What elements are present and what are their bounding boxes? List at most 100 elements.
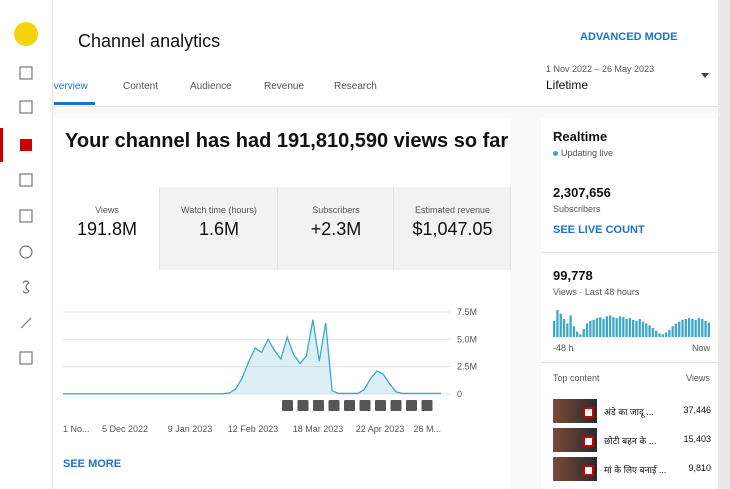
realtime-bar	[635, 320, 638, 337]
comments-icon[interactable]	[19, 173, 33, 187]
metric-tile[interactable]	[278, 187, 394, 270]
realtime-bar	[664, 332, 668, 337]
tab[interactable]: Revenue	[264, 81, 305, 92]
area	[63, 319, 441, 394]
views-col: Views	[686, 373, 710, 383]
earn-icon[interactable]	[22, 280, 30, 294]
metric-label: Subscribers	[312, 205, 360, 215]
realtime-bar	[701, 319, 704, 337]
top-content-label: Top content	[553, 373, 600, 383]
item-title[interactable]: मां के लिए बनाई ...	[604, 465, 667, 475]
metric-value: +2.3M	[310, 219, 362, 239]
realtime-bar	[655, 330, 658, 337]
item-views: 9,810	[688, 463, 711, 473]
sidebar	[0, 0, 53, 489]
date-range[interactable]: 1 Nov 2022 – 26 May 2023	[546, 64, 655, 74]
dropdown-arrow[interactable]	[701, 73, 709, 78]
realtime-bar	[625, 319, 628, 337]
realtime-bar	[612, 317, 615, 337]
copyright-icon[interactable]	[19, 245, 33, 259]
live-count-link[interactable]: SEE LIVE COUNT	[553, 224, 645, 236]
thumbnail-badge	[583, 407, 594, 418]
realtime-bar	[671, 326, 674, 337]
see-more[interactable]: SEE MORE	[63, 458, 122, 470]
item-views: 15,403	[683, 434, 711, 444]
item-views: 37,446	[683, 405, 711, 415]
line	[63, 319, 441, 395]
realtime-bar	[638, 319, 641, 337]
date-label[interactable]: Lifetime	[546, 78, 589, 92]
y-tick-label: 0	[457, 389, 462, 399]
realtime-bar	[684, 319, 687, 337]
tab-underline	[54, 102, 95, 105]
customize-icon[interactable]	[20, 317, 32, 329]
realtime-bar	[602, 319, 605, 337]
scrollbar	[718, 0, 730, 489]
item-title[interactable]: छोटी बहन के ...	[604, 436, 657, 446]
realtime-views-label: Views · Last 48 hours	[553, 287, 640, 297]
item-title[interactable]: अंडे का जादू ...	[604, 407, 654, 417]
realtime-bar	[589, 320, 592, 337]
metric-tile[interactable]	[394, 187, 511, 270]
realtime-bar	[566, 323, 569, 337]
video-marker	[344, 400, 355, 411]
content-icon[interactable]	[19, 100, 33, 114]
thumbnail-badge	[583, 465, 594, 476]
realtime-bar	[704, 320, 707, 337]
tab[interactable]: Audience	[190, 81, 232, 92]
realtime-bar	[556, 310, 559, 337]
video-marker	[375, 400, 386, 411]
top-bar	[53, 0, 718, 107]
realtime-status: Updating live	[561, 148, 614, 158]
realtime-bar	[648, 325, 651, 337]
realtime-bar	[668, 329, 671, 337]
realtime-bar	[569, 315, 572, 337]
metric-tile[interactable]	[160, 187, 278, 270]
realtime-bar	[615, 318, 618, 337]
tab[interactable]: Research	[334, 81, 377, 92]
page-title: Channel analytics	[78, 31, 221, 51]
realtime-bar	[694, 319, 697, 337]
realtime-bar	[641, 321, 645, 337]
live-dot	[553, 151, 558, 156]
realtime-bar	[661, 334, 664, 337]
thumbnail-badge	[583, 436, 594, 447]
realtime-bar	[628, 318, 632, 337]
realtime-bar	[599, 317, 602, 337]
dashboard-icon[interactable]	[19, 66, 33, 80]
y-tick-label: 2.5M	[457, 362, 477, 372]
analytics-icon[interactable]	[20, 139, 32, 151]
realtime-bar	[651, 328, 655, 337]
metric-tile[interactable]	[54, 187, 160, 270]
realtime-views: 99,778	[553, 268, 593, 283]
realtime-bar	[582, 328, 585, 337]
video-marker	[390, 400, 402, 411]
realtime-bar	[687, 318, 691, 337]
realtime-bar	[622, 317, 625, 337]
tab[interactable]: Overview	[46, 81, 88, 92]
audio-icon[interactable]	[19, 351, 33, 365]
x-tick-label: 22 Apr 2023	[356, 424, 405, 434]
realtime-bar	[681, 319, 684, 337]
realtime-bar	[645, 323, 648, 337]
metric-label: Watch time (hours)	[181, 205, 257, 215]
video-marker	[328, 400, 340, 411]
advanced-mode[interactable]: ADVANCED MODE	[580, 31, 678, 43]
realtime-bar	[595, 318, 599, 337]
video-marker	[359, 400, 371, 411]
realtime-bar	[585, 323, 589, 337]
bars-end: Now	[692, 343, 711, 353]
realtime-bar	[691, 319, 694, 337]
realtime-bar	[592, 319, 595, 337]
channel-avatar[interactable]	[14, 22, 38, 46]
realtime-bar	[562, 319, 566, 337]
x-tick-label: 18 Mar 2023	[293, 424, 344, 434]
video-marker	[313, 400, 324, 411]
metric-value: 1.6M	[198, 219, 240, 239]
subtitles-icon[interactable]	[19, 209, 33, 223]
tab[interactable]: Content	[123, 81, 159, 92]
metric-value: $1,047.05	[412, 219, 493, 239]
video-marker	[421, 400, 433, 411]
realtime-bar	[605, 316, 608, 337]
